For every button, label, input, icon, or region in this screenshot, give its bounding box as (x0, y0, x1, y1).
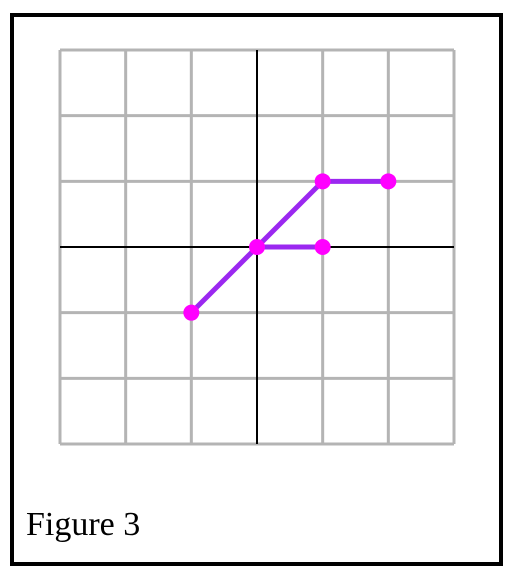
points (183, 173, 397, 321)
figure-caption: Figure 3 (26, 506, 141, 543)
line-segment (188, 244, 260, 316)
data-point (380, 173, 397, 190)
segments (188, 178, 391, 316)
data-point (183, 304, 200, 321)
data-point (314, 239, 331, 255)
data-point (249, 239, 265, 255)
data-point (314, 173, 331, 190)
line-segment (254, 178, 326, 250)
